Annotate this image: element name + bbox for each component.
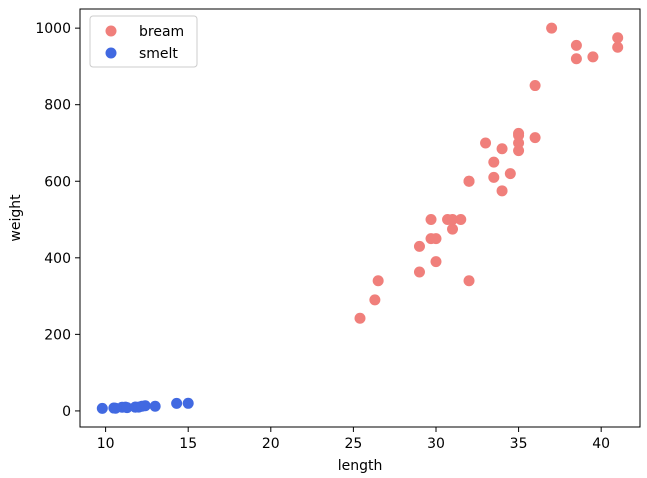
smelt-point — [121, 402, 133, 414]
bream-point — [455, 214, 467, 226]
bream-point — [372, 275, 384, 287]
plot-frame — [79, 8, 641, 428]
bream-point — [463, 275, 475, 287]
x-tick-label: 20 — [262, 436, 280, 452]
bream-point — [496, 185, 508, 197]
bream-point — [529, 132, 541, 144]
legend: bream smelt — [89, 15, 198, 68]
legend-marker-bream — [105, 25, 117, 37]
bream-point — [413, 266, 425, 278]
smelt-point — [182, 397, 194, 409]
y-tick-label: 600 — [44, 174, 71, 190]
bream-point — [546, 22, 558, 34]
y-axis-label: weight — [8, 194, 24, 242]
legend-label-bream: bream — [139, 24, 184, 40]
bream-point — [612, 41, 624, 53]
bream-point — [430, 233, 442, 245]
bream-point — [463, 175, 475, 187]
x-tick-label: 25 — [344, 436, 362, 452]
bream-point — [529, 80, 541, 92]
bream-point — [488, 156, 500, 168]
x-axis-label: length — [338, 458, 383, 474]
y-tick-label: 1000 — [35, 21, 71, 37]
smelt-point — [96, 402, 108, 414]
legend-box — [89, 15, 198, 68]
bream-point — [587, 51, 599, 63]
legend-label-smelt: smelt — [139, 46, 178, 62]
y-tick-label: 800 — [44, 98, 71, 114]
bream-point — [570, 39, 582, 51]
bream-point — [570, 53, 582, 65]
points-layer — [96, 22, 624, 414]
bream-point — [430, 256, 442, 268]
bream-point — [504, 168, 516, 180]
bream-point — [513, 129, 525, 141]
y-tick-label: 200 — [44, 327, 71, 343]
bream-point — [425, 214, 437, 226]
bream-point — [447, 223, 459, 235]
bream-point — [513, 137, 525, 149]
x-tick-label: 15 — [179, 436, 197, 452]
bream-point — [488, 171, 500, 183]
bream-point — [447, 214, 459, 226]
bream-point — [513, 145, 525, 157]
x-tick-label: 35 — [510, 436, 528, 452]
legend-marker-smelt — [105, 47, 117, 59]
x-tick-label: 40 — [592, 436, 610, 452]
bream-point — [413, 240, 425, 252]
smelt-point — [139, 400, 151, 412]
bream-point — [496, 143, 508, 155]
smelt-point — [149, 400, 161, 412]
y-tick-label: 400 — [44, 251, 71, 267]
x-tick-label: 30 — [427, 436, 445, 452]
smelt-point — [171, 397, 183, 409]
bream-point — [369, 294, 381, 306]
bream-point — [480, 137, 492, 149]
bream-point — [354, 312, 366, 324]
bream-point — [612, 32, 624, 44]
y-tick-label: 0 — [62, 404, 71, 420]
y-axis-ticks: 0 200 400 600 800 1000 — [35, 21, 80, 420]
x-axis-ticks: 10 15 20 25 30 35 40 — [97, 427, 610, 452]
x-tick-label: 10 — [97, 436, 115, 452]
